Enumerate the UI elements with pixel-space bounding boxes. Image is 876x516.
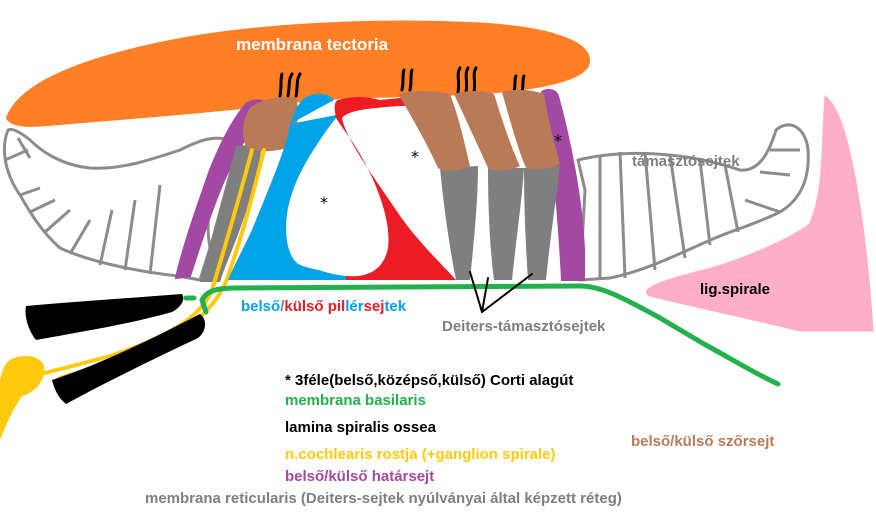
star-mark-2: * xyxy=(320,193,328,212)
left-deiters-column xyxy=(200,144,262,282)
membrana-basilaris-shape xyxy=(183,283,781,387)
outer-pillar-cell xyxy=(334,97,456,280)
star-mark-3: * xyxy=(554,131,562,150)
outer-hair-cells xyxy=(398,89,560,171)
star-mark-1: * xyxy=(411,147,419,166)
deiters-label: Deiters-támasztósejtek xyxy=(442,318,606,335)
lamina-spiralis-label: lamina spiralis ossea xyxy=(285,419,437,436)
hatarsejt-label: belső/külső határsejt xyxy=(285,468,434,485)
inner-pillar-cell xyxy=(228,93,352,281)
lig-spirale-shape xyxy=(646,94,874,332)
cochlearis-label: n.cochlearis rostja (+ganglion spirale) xyxy=(285,446,556,463)
tamaszto-sejtek-label: támasztósejtek xyxy=(632,153,740,170)
stereocilia xyxy=(278,66,526,98)
deiters-arrow xyxy=(469,271,533,313)
right-supporting-cells xyxy=(576,123,810,282)
piller-sejtek-label: belső/külső pillérsejtek xyxy=(241,298,407,315)
inner-hair-cell xyxy=(242,97,298,152)
corti-tunnel-label: * 3féle(belső,középső,külső) Corti alagú… xyxy=(285,372,573,389)
membrana-tectoria-shape xyxy=(5,20,590,127)
ganglion-spirale xyxy=(0,356,45,440)
membrana-basilaris-label: membrana basilaris xyxy=(285,392,426,409)
szorsejt-label: belső/külső szőrsejt xyxy=(631,433,774,450)
lamina-spiralis-ossea-shape xyxy=(25,294,206,404)
deiters-cells xyxy=(440,166,560,280)
membrana-tectoria-label: membrana tectoria xyxy=(236,35,389,54)
membrana-reticularis-label: membrana reticularis (Deiters-sejtek nyú… xyxy=(145,490,622,507)
lig-spirale-label: lig.spirale xyxy=(700,281,770,298)
corti-tunnel xyxy=(289,118,389,277)
